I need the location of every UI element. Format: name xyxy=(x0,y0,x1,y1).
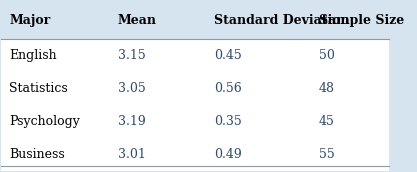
Text: Sample Size: Sample Size xyxy=(319,14,404,26)
Text: Psychology: Psychology xyxy=(9,115,80,128)
Text: 45: 45 xyxy=(319,115,335,128)
Text: Standard Deviation: Standard Deviation xyxy=(214,14,350,26)
Text: 50: 50 xyxy=(319,49,335,62)
Bar xyxy=(1,1,389,39)
Text: 3.19: 3.19 xyxy=(118,115,145,128)
Bar xyxy=(1,39,389,171)
Text: 0.56: 0.56 xyxy=(214,82,242,95)
Text: 3.15: 3.15 xyxy=(118,49,145,62)
Text: English: English xyxy=(9,49,57,62)
Text: 0.35: 0.35 xyxy=(214,115,242,128)
Text: 55: 55 xyxy=(319,148,334,161)
Text: Major: Major xyxy=(9,14,50,26)
Text: 3.01: 3.01 xyxy=(118,148,146,161)
Text: 0.45: 0.45 xyxy=(214,49,242,62)
Text: 48: 48 xyxy=(319,82,335,95)
Text: 0.49: 0.49 xyxy=(214,148,242,161)
Text: Statistics: Statistics xyxy=(9,82,68,95)
Text: Business: Business xyxy=(9,148,65,161)
Text: Mean: Mean xyxy=(118,14,156,26)
Text: 3.05: 3.05 xyxy=(118,82,145,95)
